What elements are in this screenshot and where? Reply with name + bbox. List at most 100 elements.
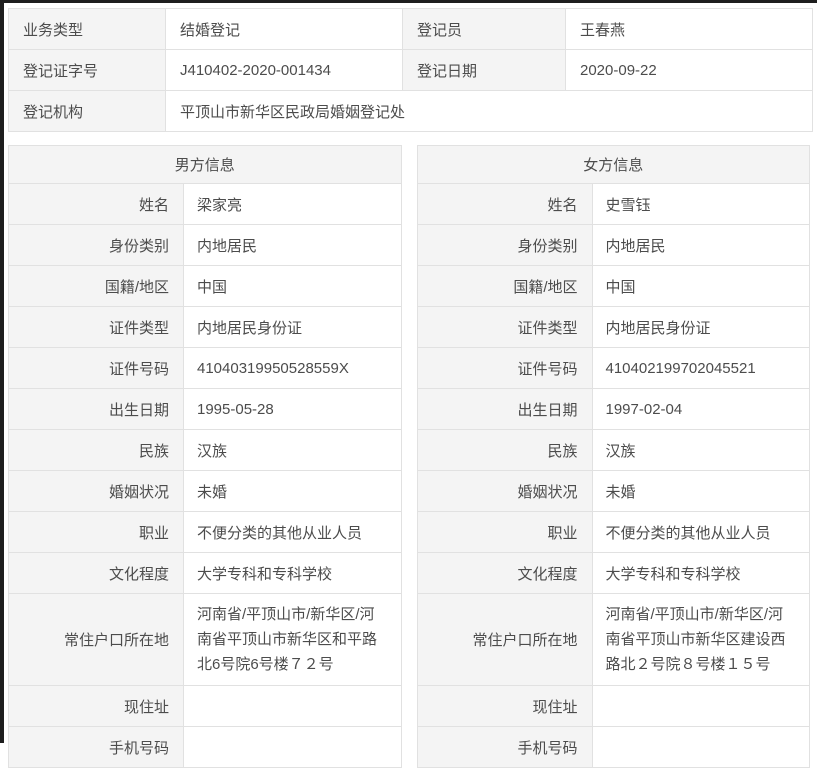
- male-id-number-value: 41040319950528559X: [183, 347, 402, 389]
- female-household-address-label: 常住户口所在地: [416, 593, 593, 686]
- female-education-label: 文化程度: [416, 552, 593, 594]
- reg-agency-label: 登记机构: [8, 90, 166, 132]
- registration-summary-table: 业务类型 结婚登记 登记员 王春燕 登记证字号 J410402-2020-001…: [8, 8, 813, 132]
- cert-number-label: 登记证字号: [8, 49, 166, 91]
- male-name-row: 姓名 梁家亮: [8, 183, 402, 225]
- female-occupation-label: 职业: [416, 511, 593, 553]
- summary-row-certificate: 登记证字号 J410402-2020-001434 登记日期 2020-09-2…: [8, 49, 813, 91]
- male-education-value: 大学专科和专科学校: [183, 552, 402, 594]
- male-table-header-row: 男方信息: [8, 145, 402, 184]
- male-name-value: 梁家亮: [183, 183, 402, 225]
- male-ethnicity-value: 汉族: [183, 429, 402, 471]
- female-current-address-row: 现住址: [416, 685, 810, 727]
- screenshot-left-edge: [0, 0, 4, 743]
- male-id-type-label: 证件类型: [8, 306, 184, 348]
- male-info-table: 男方信息 姓名 梁家亮 身份类别 内地居民 国籍/地区 中国 证件类型 内地居民…: [8, 145, 402, 768]
- female-name-value: 史雪钰: [591, 183, 810, 225]
- male-id-type-value: 内地居民身份证: [183, 306, 402, 348]
- person-tables-container: 男方信息 姓名 梁家亮 身份类别 内地居民 国籍/地区 中国 证件类型 内地居民…: [8, 145, 810, 768]
- male-education-label: 文化程度: [8, 552, 184, 594]
- female-ethnicity-row: 民族 汉族: [416, 429, 810, 471]
- female-mobile-label: 手机号码: [416, 726, 593, 768]
- male-marital-status-value: 未婚: [183, 470, 402, 512]
- reg-date-label: 登记日期: [402, 49, 566, 91]
- female-marital-status-label: 婚姻状况: [416, 470, 593, 512]
- female-occupation-row: 职业 不便分类的其他从业人员: [416, 511, 810, 553]
- female-identity-type-value: 内地居民: [591, 224, 810, 266]
- business-type-label: 业务类型: [8, 8, 166, 50]
- male-table-title: 男方信息: [8, 145, 402, 184]
- male-identity-type-value: 内地居民: [183, 224, 402, 266]
- female-id-number-label: 证件号码: [416, 347, 593, 389]
- female-household-address-row: 常住户口所在地 河南省/平顶山市/新华区/河南省平顶山市新华区建设西路北２号院８…: [416, 593, 810, 686]
- male-occupation-value: 不便分类的其他从业人员: [183, 511, 402, 553]
- female-table-title: 女方信息: [416, 145, 810, 184]
- reg-date-value: 2020-09-22: [565, 49, 813, 91]
- male-ethnicity-label: 民族: [8, 429, 184, 471]
- female-birth-date-row: 出生日期 1997-02-04: [416, 388, 810, 430]
- male-birth-date-label: 出生日期: [8, 388, 184, 430]
- male-occupation-label: 职业: [8, 511, 184, 553]
- female-mobile-row: 手机号码: [416, 726, 810, 768]
- male-marital-status-label: 婚姻状况: [8, 470, 184, 512]
- summary-row-agency: 登记机构 平顶山市新华区民政局婚姻登记处: [8, 90, 813, 132]
- male-birth-date-row: 出生日期 1995-05-28: [8, 388, 402, 430]
- male-mobile-label: 手机号码: [8, 726, 184, 768]
- male-nationality-row: 国籍/地区 中国: [8, 265, 402, 307]
- female-nationality-label: 国籍/地区: [416, 265, 593, 307]
- registrar-label: 登记员: [402, 8, 566, 50]
- business-type-value: 结婚登记: [165, 8, 403, 50]
- female-marital-status-row: 婚姻状况 未婚: [416, 470, 810, 512]
- male-household-address-value: 河南省/平顶山市/新华区/河南省平顶山市新华区和平路北6号院6号楼７２号: [183, 593, 402, 686]
- male-id-type-row: 证件类型 内地居民身份证: [8, 306, 402, 348]
- female-nationality-row: 国籍/地区 中国: [416, 265, 810, 307]
- female-id-type-value: 内地居民身份证: [591, 306, 810, 348]
- male-nationality-value: 中国: [183, 265, 402, 307]
- male-id-number-label: 证件号码: [8, 347, 184, 389]
- female-id-number-value: 410402199702045521: [591, 347, 810, 389]
- female-id-number-row: 证件号码 410402199702045521: [416, 347, 810, 389]
- male-education-row: 文化程度 大学专科和专科学校: [8, 552, 402, 594]
- male-current-address-value: [183, 685, 402, 727]
- female-name-label: 姓名: [416, 183, 593, 225]
- male-nationality-label: 国籍/地区: [8, 265, 184, 307]
- registrar-value: 王春燕: [565, 8, 813, 50]
- cert-number-value: J410402-2020-001434: [165, 49, 403, 91]
- male-occupation-row: 职业 不便分类的其他从业人员: [8, 511, 402, 553]
- female-info-table: 女方信息 姓名 史雪钰 身份类别 内地居民 国籍/地区 中国 证件类型 内地居民…: [416, 145, 811, 768]
- female-occupation-value: 不便分类的其他从业人员: [591, 511, 810, 553]
- screenshot-top-edge: [0, 0, 817, 3]
- female-identity-type-label: 身份类别: [416, 224, 593, 266]
- male-household-address-label: 常住户口所在地: [8, 593, 184, 686]
- female-table-header-row: 女方信息: [416, 145, 810, 184]
- female-marital-status-value: 未婚: [591, 470, 810, 512]
- female-nationality-value: 中国: [591, 265, 810, 307]
- male-birth-date-value: 1995-05-28: [183, 388, 402, 430]
- female-education-row: 文化程度 大学专科和专科学校: [416, 552, 810, 594]
- male-id-number-row: 证件号码 41040319950528559X: [8, 347, 402, 389]
- male-household-address-row: 常住户口所在地 河南省/平顶山市/新华区/河南省平顶山市新华区和平路北6号院6号…: [8, 593, 402, 686]
- male-ethnicity-row: 民族 汉族: [8, 429, 402, 471]
- summary-row-business: 业务类型 结婚登记 登记员 王春燕: [8, 8, 813, 50]
- male-name-label: 姓名: [8, 183, 184, 225]
- male-identity-type-row: 身份类别 内地居民: [8, 224, 402, 266]
- reg-agency-value: 平顶山市新华区民政局婚姻登记处: [165, 90, 813, 132]
- male-mobile-row: 手机号码: [8, 726, 402, 768]
- female-identity-type-row: 身份类别 内地居民: [416, 224, 810, 266]
- male-identity-type-label: 身份类别: [8, 224, 184, 266]
- female-mobile-value: [591, 726, 810, 768]
- female-current-address-value: [591, 685, 810, 727]
- female-current-address-label: 现住址: [416, 685, 593, 727]
- male-current-address-label: 现住址: [8, 685, 184, 727]
- male-current-address-row: 现住址: [8, 685, 402, 727]
- female-ethnicity-value: 汉族: [591, 429, 810, 471]
- female-ethnicity-label: 民族: [416, 429, 593, 471]
- male-marital-status-row: 婚姻状况 未婚: [8, 470, 402, 512]
- female-id-type-row: 证件类型 内地居民身份证: [416, 306, 810, 348]
- female-birth-date-value: 1997-02-04: [591, 388, 810, 430]
- female-household-address-value: 河南省/平顶山市/新华区/河南省平顶山市新华区建设西路北２号院８号楼１５号: [591, 593, 810, 686]
- female-name-row: 姓名 史雪钰: [416, 183, 810, 225]
- female-education-value: 大学专科和专科学校: [591, 552, 810, 594]
- female-birth-date-label: 出生日期: [416, 388, 593, 430]
- male-mobile-value: [183, 726, 402, 768]
